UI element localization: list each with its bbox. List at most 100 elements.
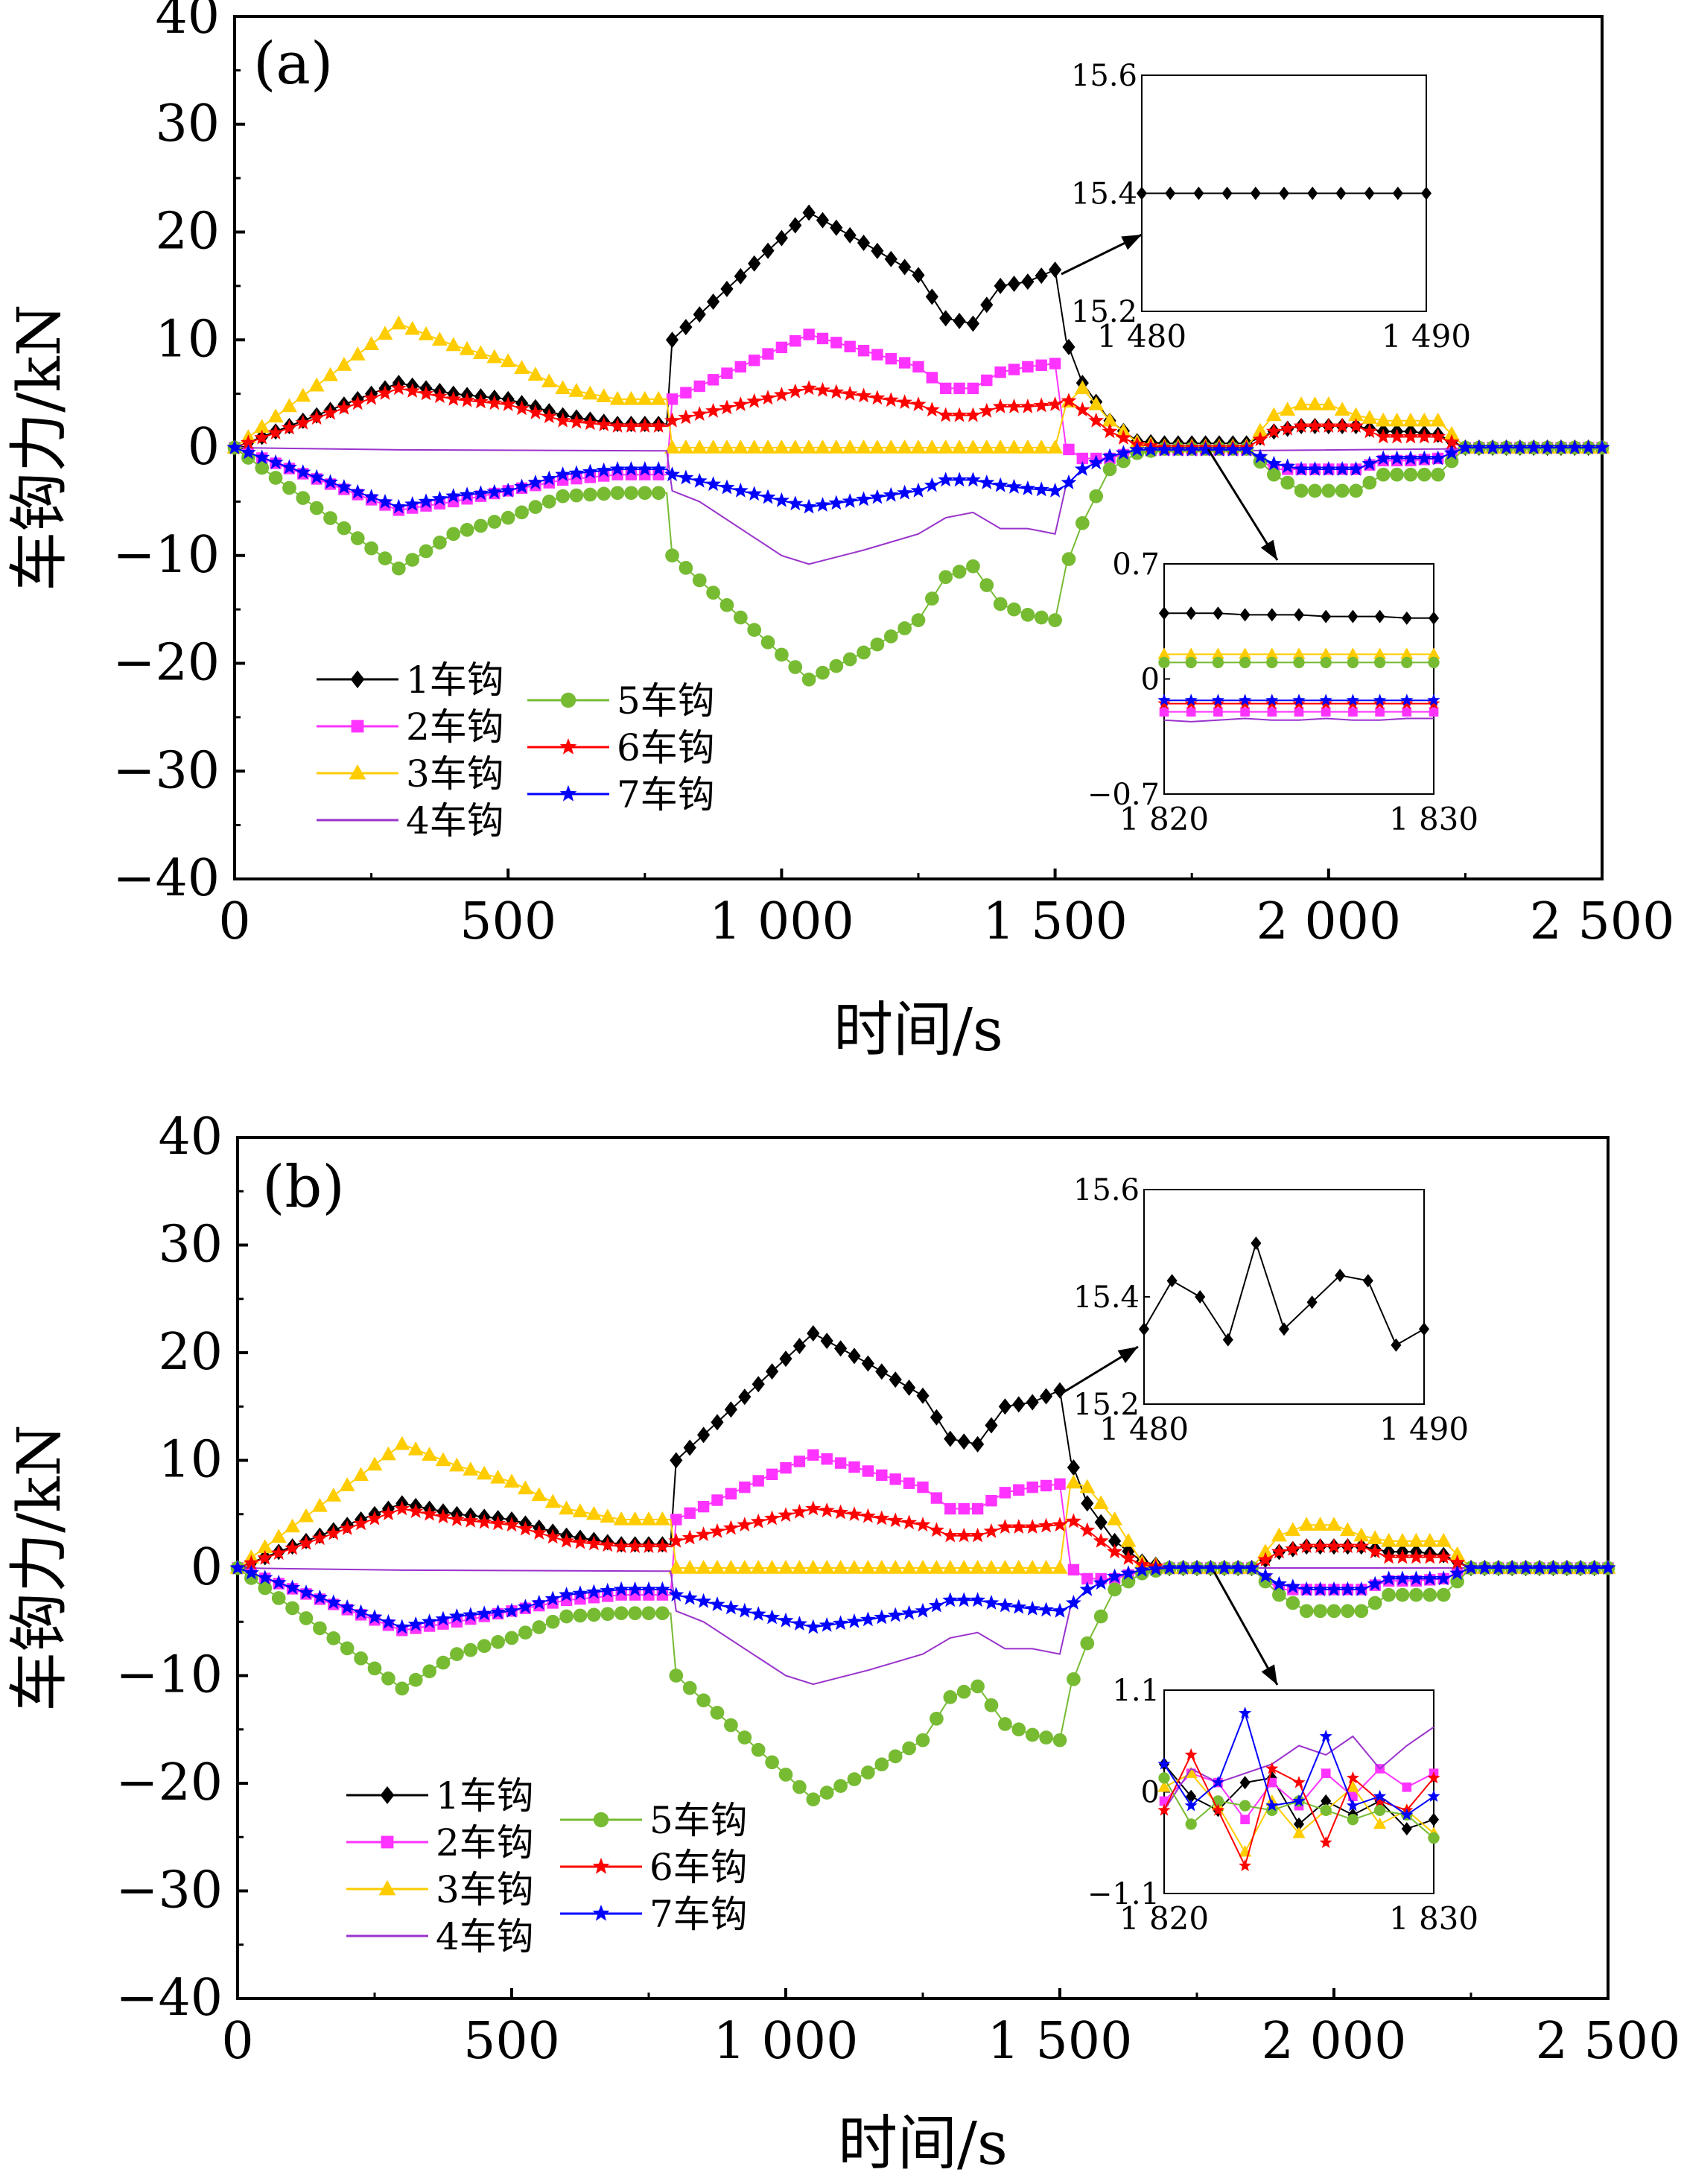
inset-data-point [1186, 606, 1197, 620]
inset-data-point [1239, 1800, 1251, 1812]
data-point [750, 1606, 766, 1621]
data-point [503, 1517, 520, 1532]
inset-data-point [1306, 1295, 1318, 1310]
data-point [503, 1602, 520, 1618]
data-point [766, 1363, 779, 1380]
data-point [684, 1507, 696, 1520]
data-point [816, 212, 830, 229]
data-point [762, 348, 774, 360]
data-point [697, 1500, 710, 1513]
data-point [1008, 364, 1020, 375]
inset-data-point [1402, 1782, 1412, 1792]
data-point [1321, 461, 1337, 476]
data-point [463, 1512, 479, 1528]
data-point [1449, 1554, 1466, 1569]
data-point [764, 1510, 781, 1526]
data-point [915, 1602, 931, 1618]
data-point [1408, 1570, 1424, 1586]
data-point [1024, 1519, 1040, 1534]
inset-data-point [1239, 1776, 1251, 1790]
data-point [363, 489, 380, 504]
data-point [270, 1574, 287, 1590]
data-point [463, 1642, 478, 1657]
data-point [709, 1523, 725, 1538]
data-point [500, 396, 516, 411]
data-point [1265, 423, 1282, 439]
inset-data-point [1320, 656, 1332, 669]
data-point [778, 1507, 794, 1523]
data-point [1053, 1382, 1067, 1399]
legend-marker [381, 1835, 394, 1849]
data-point [568, 383, 585, 397]
data-point [1321, 483, 1336, 498]
data-point [267, 408, 284, 423]
legend-label: 1车钩 [406, 658, 504, 702]
data-point [1321, 418, 1337, 433]
data-point [486, 395, 503, 410]
data-point [816, 332, 829, 345]
inset-data-point [1251, 1237, 1262, 1250]
data-point [366, 1510, 383, 1526]
data-point [1395, 1587, 1410, 1602]
data-point [1298, 1517, 1315, 1531]
data-point [760, 489, 776, 504]
data-point [1013, 1484, 1025, 1496]
series-7 [226, 439, 1610, 514]
data-point [308, 469, 325, 484]
data-point [915, 1733, 930, 1747]
data-point [295, 387, 311, 402]
legend-label: 6车钩 [617, 726, 715, 769]
data-point [928, 1522, 944, 1537]
data-point [325, 1525, 342, 1540]
data-point [997, 1560, 1013, 1574]
data-point [463, 1607, 479, 1622]
data-point [1308, 483, 1322, 498]
data-point [815, 497, 830, 512]
data-point [1307, 418, 1323, 433]
data-point [682, 1680, 697, 1695]
data-point [267, 425, 284, 439]
data-point [992, 399, 1008, 413]
data-point [229, 1560, 246, 1575]
data-point [1088, 454, 1105, 470]
data-point [1326, 1604, 1341, 1619]
data-point [1293, 396, 1309, 410]
data-point [998, 1398, 1011, 1415]
inset-data-point [1211, 693, 1224, 706]
legend-label: 5车钩 [617, 679, 715, 723]
data-point [1553, 439, 1569, 454]
data-point [600, 1508, 616, 1523]
data-point [1079, 1479, 1096, 1493]
data-point [842, 439, 858, 454]
data-point [883, 439, 899, 454]
data-point [924, 477, 940, 492]
data-point [711, 1494, 723, 1506]
data-point [857, 234, 871, 251]
data-point [1499, 439, 1514, 454]
data-point [705, 439, 722, 454]
data-point [889, 1371, 902, 1388]
data-point [517, 1599, 533, 1614]
data-point [1408, 1549, 1424, 1564]
data-point [1161, 1560, 1178, 1575]
data-point [1339, 1522, 1356, 1537]
data-point [628, 1606, 642, 1621]
data-point [271, 1591, 286, 1605]
inset-data-point [1278, 186, 1290, 200]
data-point [600, 1582, 616, 1598]
data-point [860, 1611, 876, 1627]
data-point [870, 637, 885, 652]
inset-x-tick-label: 1 820 [1119, 1900, 1209, 1937]
data-point [515, 505, 529, 520]
data-point [1081, 1572, 1093, 1585]
data-point [970, 1592, 986, 1607]
zoom-arrow-head [1117, 1347, 1138, 1364]
data-point [1088, 412, 1105, 428]
inset-data-point [1186, 707, 1196, 717]
inset-data-point [1346, 1771, 1359, 1784]
data-point [1129, 441, 1146, 457]
inset-data-point [1239, 608, 1251, 622]
data-point [573, 1608, 588, 1623]
data-point [366, 1456, 383, 1471]
data-point [491, 1634, 505, 1649]
